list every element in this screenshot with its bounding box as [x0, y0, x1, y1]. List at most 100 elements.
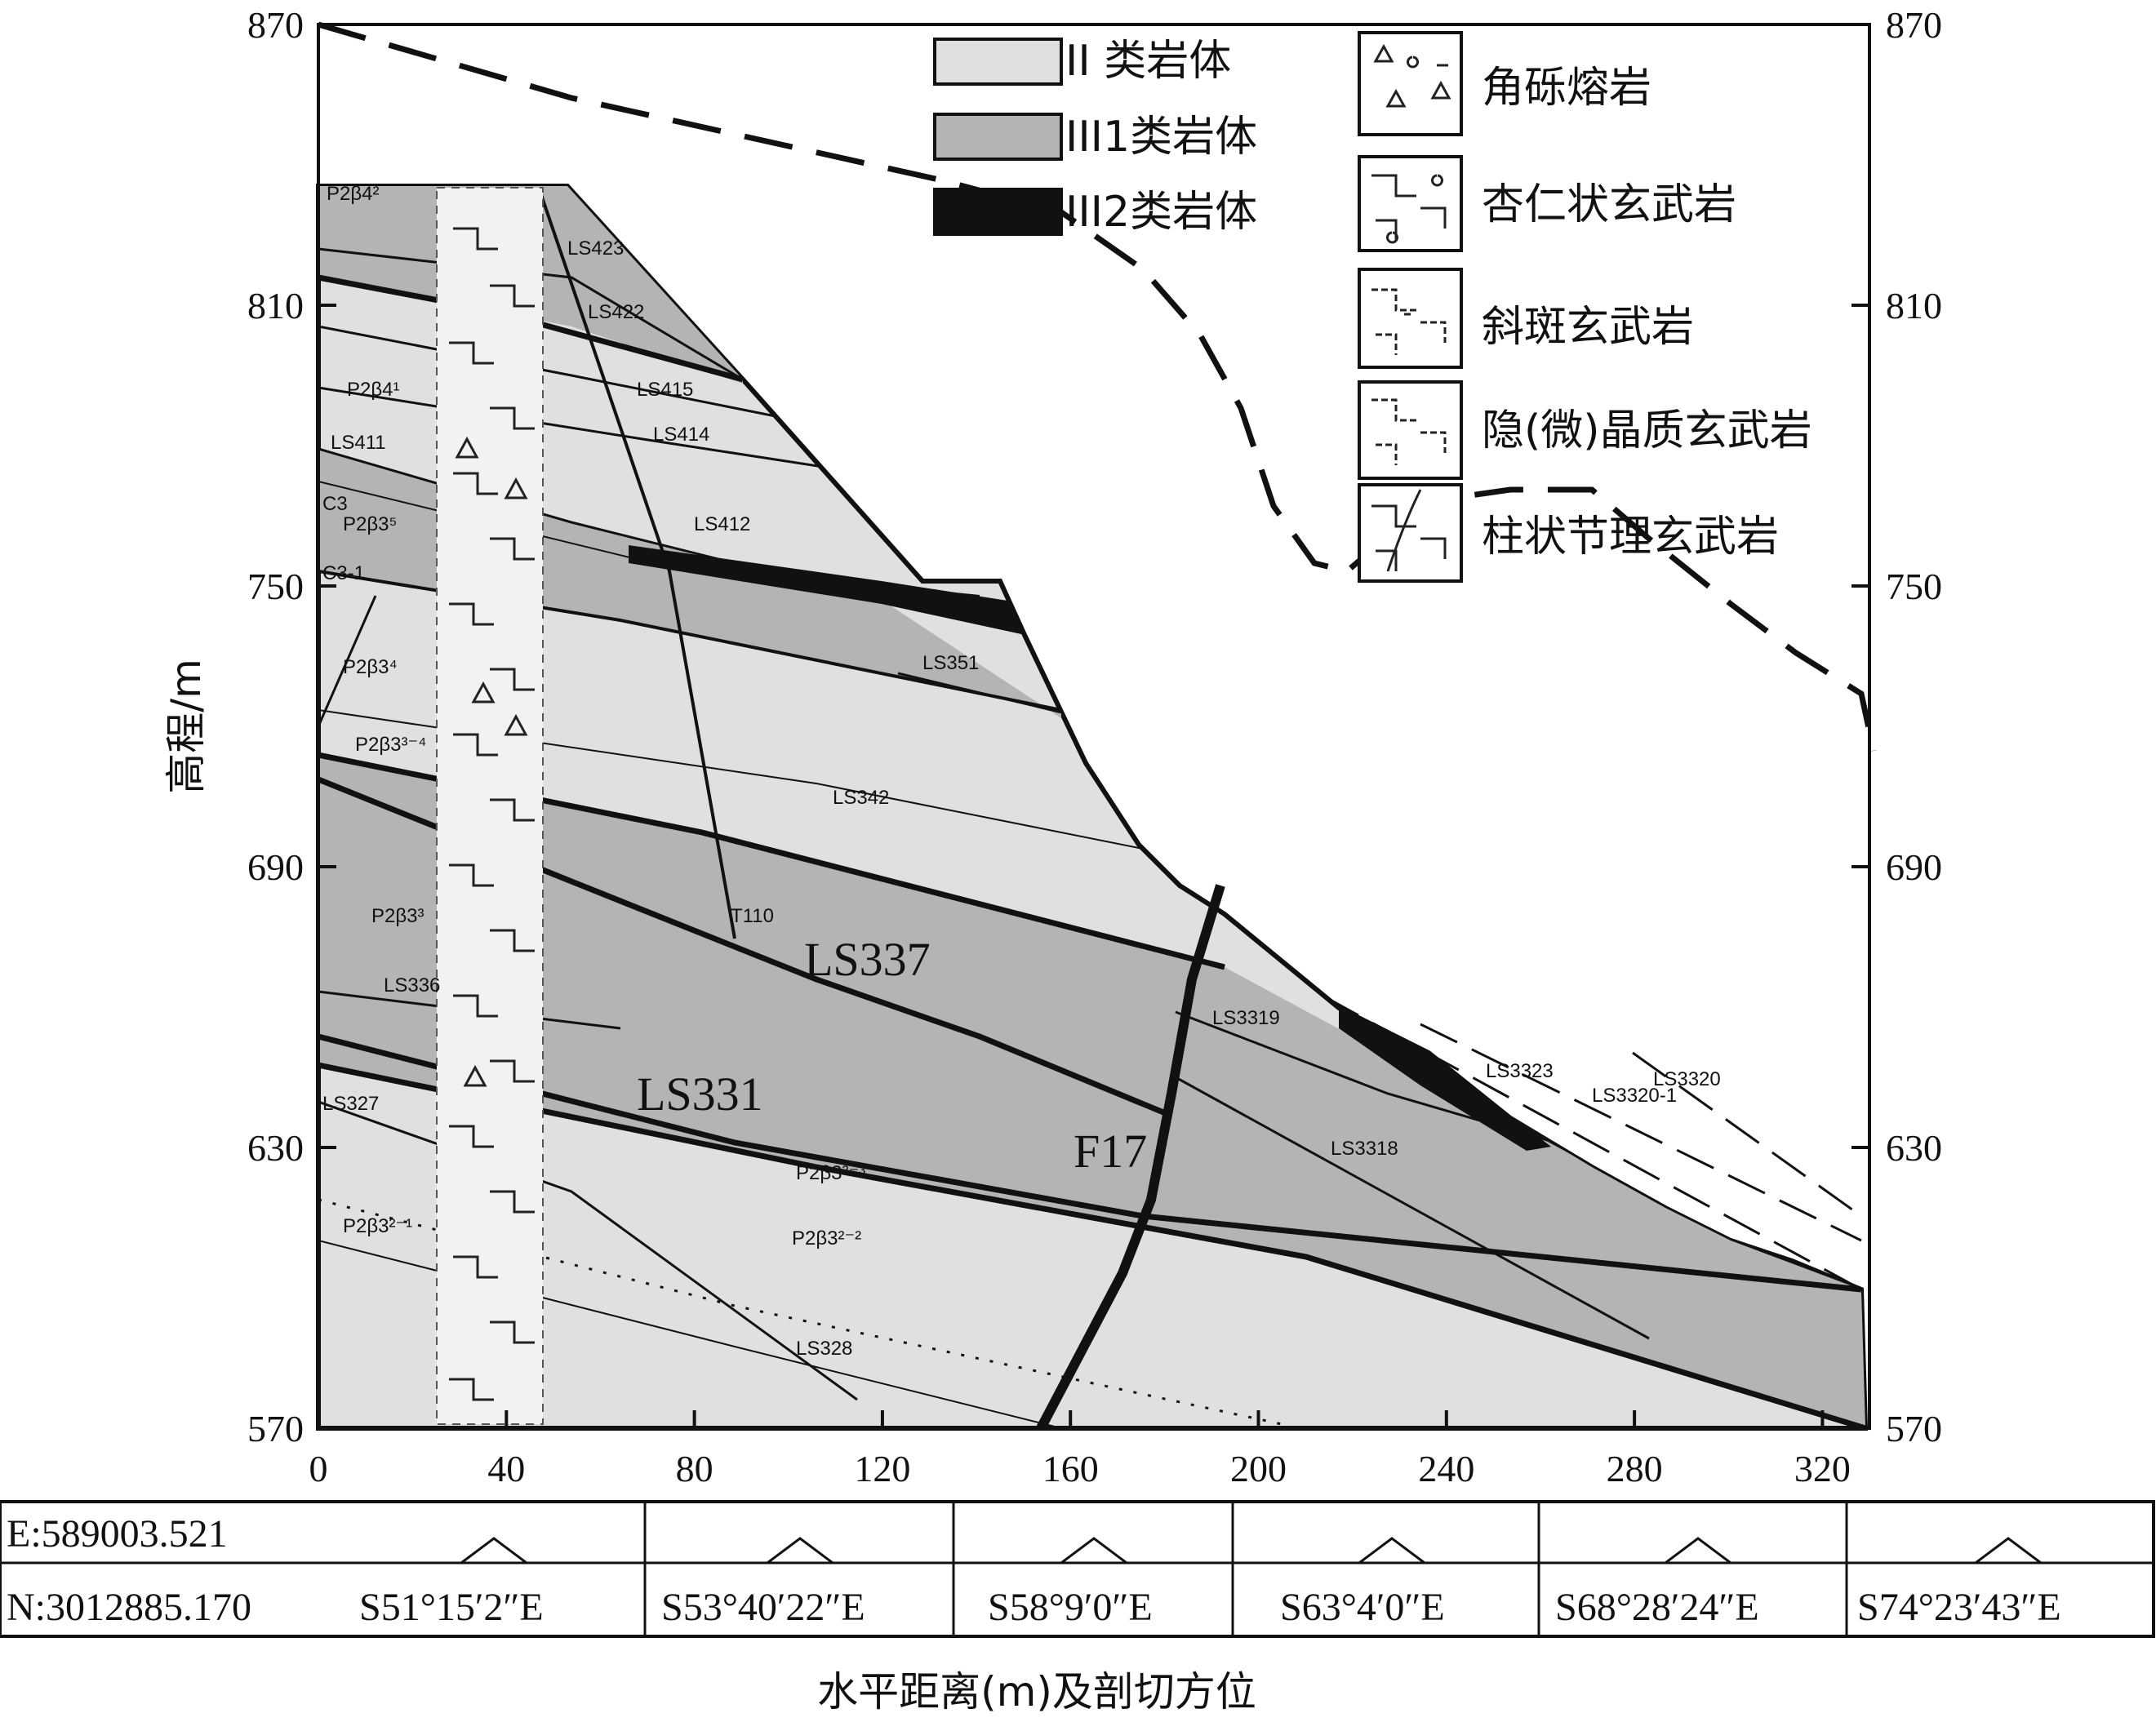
axes: 570 630 690 750 810 870 570 630 690 750 810 870 0 4…	[162, 4, 1942, 1489]
x-tick-label: 80	[676, 1448, 713, 1489]
x-tick-label: 280	[1607, 1448, 1663, 1489]
bearing-arrows	[460, 1537, 2042, 1565]
label-ls337: LS337	[804, 933, 931, 986]
columnar-jointed-basalt-pattern-icon	[1371, 489, 1447, 572]
label-ls3320-1: LS3320-1	[1592, 1085, 1677, 1107]
legend-item-amygdaloidal-basalt: 杏仁状玄武岩	[1358, 155, 1736, 252]
dashed-ls3320	[1632, 1051, 1862, 1218]
y-tick-label-right: 870	[1886, 4, 1942, 46]
table-bearing-5: S68°28′24″E	[1555, 1586, 1759, 1629]
label-ls3318: LS3318	[1331, 1138, 1398, 1160]
line-ls411	[318, 447, 882, 601]
tick-marks	[317, 23, 1869, 1430]
label-t110: T110	[731, 905, 774, 927]
label-p2b3-2-3: P2β3²⁻³	[796, 1162, 865, 1184]
table-bearing-1: S51°15′2″E	[359, 1586, 544, 1629]
label-ls342: LS342	[833, 787, 889, 809]
legend-item-class-iii1: III1类岩体	[933, 113, 1257, 162]
bearing-arrow-icon	[1358, 1537, 1425, 1565]
porphyritic-basalt-pattern-icon	[1371, 288, 1447, 355]
band-iii2-upper	[629, 545, 1033, 637]
y-tick-label: 810	[247, 285, 304, 326]
x-tick-label: 200	[1230, 1448, 1287, 1489]
legend-label: 柱状节理玄武岩	[1482, 513, 1779, 561]
y-tick-label-right: 690	[1886, 846, 1942, 888]
label-ls415: LS415	[637, 379, 693, 401]
line-steep-left	[318, 595, 377, 727]
dashed-ls3320-1	[1420, 1023, 1862, 1242]
label-c3: C3	[322, 493, 348, 515]
cryptocrystalline-basalt-pattern-icon	[1371, 398, 1447, 465]
y-tick-label: 750	[247, 566, 304, 607]
section-labels: LS337 LS331 F17 LS423 LS422 LS415 LS414 …	[322, 183, 1721, 1360]
table-bearing-6: S74°23′43″E	[1857, 1586, 2061, 1629]
line-ls415	[318, 325, 817, 426]
legend-label: 角砾熔岩	[1482, 64, 1651, 113]
y-tick-label: 630	[247, 1127, 304, 1169]
label-p2b3-3-4: P2β3³⁻⁴	[355, 734, 426, 756]
column-breccia-marks	[455, 436, 528, 1087]
y-tick-label-right: 570	[1886, 1408, 1942, 1449]
bearing-arrow-icon	[460, 1537, 527, 1565]
y-tick-label-right: 810	[1886, 285, 1942, 326]
bearing-arrow-icon	[1060, 1537, 1127, 1565]
swatch-class-ii	[933, 38, 1063, 86]
label-ls336: LS336	[384, 974, 440, 996]
legend-label: III1类岩体	[1065, 113, 1257, 162]
legend-label: 隐(微)晶质玄武岩	[1482, 406, 1812, 455]
legend-item-columnar-jointed-basalt: 柱状节理玄武岩	[1358, 483, 1779, 583]
label-ls331: LS331	[637, 1067, 763, 1121]
label-c3-1: C3-1	[322, 562, 365, 584]
x-tick-label: 120	[854, 1448, 910, 1489]
legend-label: II 类岩体	[1065, 37, 1231, 86]
slope-section	[316, 21, 1877, 1431]
legend-item-class-iii2: III2类岩体	[933, 188, 1257, 237]
x-tick-label: 0	[309, 1448, 328, 1489]
legend-item-cryptocrystalline-basalt: 隐(微)晶质玄武岩	[1358, 380, 1812, 480]
band-iii2-slope	[1339, 1008, 1551, 1151]
breccia-lava-pattern-icon	[1373, 43, 1451, 108]
x-tick-label: 160	[1042, 1448, 1099, 1489]
bearing-table: E:589003.521 N:3012885.170 S51°15′2″E S5…	[0, 1500, 2155, 1638]
line-ls351	[897, 672, 1087, 720]
surface-dashed-joints	[1322, 994, 1862, 1291]
table-easting: E:589003.521	[7, 1512, 228, 1556]
y-tick-labels-left: 570 630 690 750 810 870	[247, 4, 304, 1449]
label-p2b3-2-1: P2β3²⁻¹	[343, 1215, 412, 1237]
table-bearing-3: S58°9′0″E	[988, 1586, 1153, 1629]
label-ls414: LS414	[653, 424, 709, 446]
table-northing: N:3012885.170	[7, 1586, 251, 1629]
y-axis-label: 高程/m	[162, 659, 210, 794]
legend-rock-type: 角砾熔岩 杏仁状玄武岩 斜斑玄武岩 隐(微)晶质玄武岩 柱状节理玄武岩	[1358, 31, 1812, 583]
line-iii1-main-base	[318, 1062, 1865, 1428]
label-p2b3-3: P2β3³	[371, 905, 425, 927]
class-iii2-bands	[629, 545, 1551, 1151]
bearing-arrow-icon	[767, 1537, 834, 1565]
y-tick-label: 870	[247, 4, 304, 46]
lithology-column	[436, 187, 544, 1425]
label-ls327: LS327	[322, 1093, 379, 1115]
label-ls351: LS351	[922, 652, 979, 674]
legend-item-breccia-lava: 角砾熔岩	[1358, 31, 1651, 136]
label-p2b3-4: P2β3⁴	[343, 656, 398, 678]
line-iii1-upper-base	[318, 570, 1062, 712]
label-ls422: LS422	[588, 301, 644, 323]
label-p2b4-1: P2β4¹	[347, 379, 400, 401]
label-ls328: LS328	[796, 1338, 852, 1360]
table-bearing-2: S53°40′22″E	[661, 1586, 865, 1629]
column-pattern	[449, 227, 535, 1401]
y-tick-label: 570	[247, 1408, 304, 1449]
label-p2b3-2-2: P2β3²⁻²	[792, 1227, 861, 1249]
x-tick-label: 40	[487, 1448, 525, 1489]
y-tick-label-right: 630	[1886, 1127, 1942, 1169]
y-tick-labels-right: 570 630 690 750 810 870	[1886, 4, 1942, 1449]
legend-item-porphyritic-basalt: 斜斑玄武岩	[1358, 268, 1694, 369]
band-iii1-main	[318, 755, 1865, 1428]
y-tick-label: 690	[247, 846, 304, 888]
swatch-class-iii1	[933, 113, 1063, 161]
bearing-arrow-icon	[1975, 1537, 2042, 1565]
line-ls3318	[1175, 1076, 1650, 1340]
amygdaloidal-basalt-pattern-icon	[1371, 174, 1447, 244]
legend-label: 杏仁状玄武岩	[1482, 180, 1736, 229]
